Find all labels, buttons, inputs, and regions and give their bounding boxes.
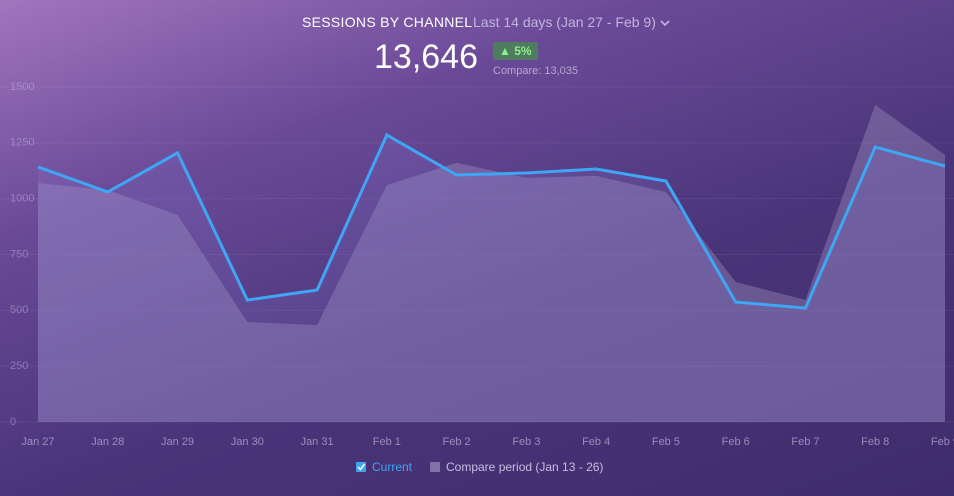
compare-value: Compare: 13,035 xyxy=(493,65,578,77)
change-badge: ▲ 5% xyxy=(493,42,538,60)
date-range-dropdown[interactable]: Last 14 days (Jan 27 - Feb 9) xyxy=(473,14,670,30)
y-tick-label: 500 xyxy=(10,304,28,316)
y-tick-label: 1000 xyxy=(10,193,34,205)
x-tick-label: Feb 4 xyxy=(582,436,610,448)
x-tick-label: Feb 3 xyxy=(512,436,540,448)
y-tick-label: 250 xyxy=(10,360,28,372)
x-tick-label: Jan 28 xyxy=(91,436,124,448)
legend-swatch[interactable] xyxy=(430,462,440,472)
x-tick-label: Jan 31 xyxy=(301,436,334,448)
chevron-icon[interactable] xyxy=(660,19,670,27)
x-tick-label: Feb 1 xyxy=(373,436,401,448)
x-tick-label: Feb 5 xyxy=(652,436,680,448)
widget-title: SESSIONS BY CHANNEL xyxy=(302,14,473,30)
legend-check xyxy=(357,463,366,471)
y-tick-label: 1250 xyxy=(10,137,34,149)
y-tick-label: 0 xyxy=(10,416,16,428)
current-area xyxy=(38,135,945,422)
y-tick-label: 1500 xyxy=(10,81,34,93)
kpi-value: 13,646 xyxy=(374,38,478,76)
change-value: 5% xyxy=(514,44,532,58)
x-tick-label: Jan 29 xyxy=(161,436,194,448)
x-tick-label: Jan 30 xyxy=(231,436,264,448)
date-range-label[interactable]: Last 14 days (Jan 27 - Feb 9) xyxy=(473,14,656,30)
x-tick-label: Feb 8 xyxy=(861,436,889,448)
y-tick-label: 750 xyxy=(10,248,28,260)
x-tick-label: Feb 9 xyxy=(931,436,954,448)
compare-area xyxy=(38,104,945,422)
x-tick-label: Jan 27 xyxy=(21,436,54,448)
current-line xyxy=(37,132,946,310)
legend-swatch[interactable] xyxy=(356,462,366,472)
up-arrow-icon: ▲ xyxy=(499,44,515,58)
legend-label[interactable]: Current xyxy=(372,460,413,474)
x-tick-label: Feb 7 xyxy=(791,436,819,448)
legend-label[interactable]: Compare period (Jan 13 - 26) xyxy=(446,460,603,474)
x-tick-label: Feb 2 xyxy=(443,436,471,448)
x-tick-label: Feb 6 xyxy=(722,436,750,448)
